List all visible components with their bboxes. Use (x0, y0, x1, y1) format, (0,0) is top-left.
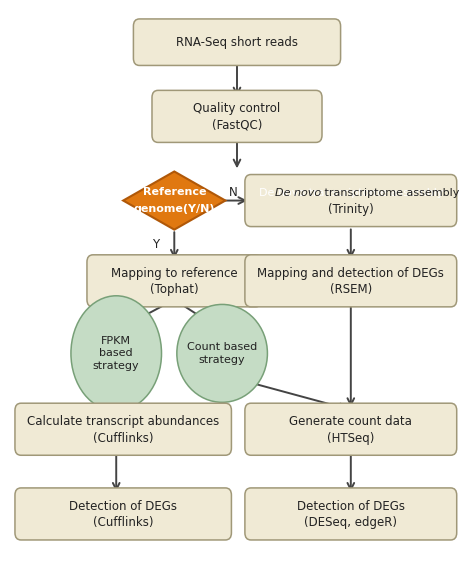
Polygon shape (123, 172, 226, 229)
FancyBboxPatch shape (245, 255, 457, 307)
Text: Generate count data: Generate count data (289, 415, 412, 428)
Text: (Trinity): (Trinity) (328, 203, 374, 216)
FancyBboxPatch shape (15, 488, 231, 540)
FancyBboxPatch shape (133, 19, 341, 66)
Text: Detection of DEGs: Detection of DEGs (297, 499, 405, 512)
FancyBboxPatch shape (245, 175, 457, 227)
FancyBboxPatch shape (152, 90, 322, 142)
Text: Calculate transcript abundances: Calculate transcript abundances (27, 415, 219, 428)
Ellipse shape (177, 305, 267, 402)
FancyBboxPatch shape (245, 403, 457, 455)
Text: FPKM
based
strategy: FPKM based strategy (93, 336, 139, 371)
Text: De novo: De novo (275, 188, 321, 198)
Text: Mapping to reference: Mapping to reference (111, 267, 237, 280)
Text: (DESeq, edgeR): (DESeq, edgeR) (304, 516, 397, 529)
Text: (Tophat): (Tophat) (150, 283, 199, 296)
FancyBboxPatch shape (245, 488, 457, 540)
Text: Reference: Reference (143, 186, 206, 197)
Text: (RSEM): (RSEM) (330, 283, 372, 296)
Text: Count based
strategy: Count based strategy (187, 342, 257, 364)
Text: RNA-Seq short reads: RNA-Seq short reads (176, 36, 298, 49)
Text: De novo transcriptome assembly: De novo transcriptome assembly (258, 188, 443, 198)
Text: N: N (229, 186, 237, 199)
FancyBboxPatch shape (15, 403, 231, 455)
Text: Mapping and detection of DEGs: Mapping and detection of DEGs (257, 267, 444, 280)
Text: (HTSeq): (HTSeq) (327, 432, 374, 445)
Text: Y: Y (152, 238, 159, 251)
Text: Quality control: Quality control (193, 102, 281, 115)
FancyBboxPatch shape (87, 255, 262, 307)
Text: Detection of DEGs: Detection of DEGs (69, 499, 177, 512)
Ellipse shape (71, 296, 162, 411)
Text: (Cufflinks): (Cufflinks) (93, 516, 154, 529)
Text: (Cufflinks): (Cufflinks) (93, 432, 154, 445)
Text: genome(Y/N): genome(Y/N) (134, 205, 215, 214)
Text: (FastQC): (FastQC) (212, 119, 262, 132)
Text: transcriptome assembly: transcriptome assembly (321, 188, 459, 198)
